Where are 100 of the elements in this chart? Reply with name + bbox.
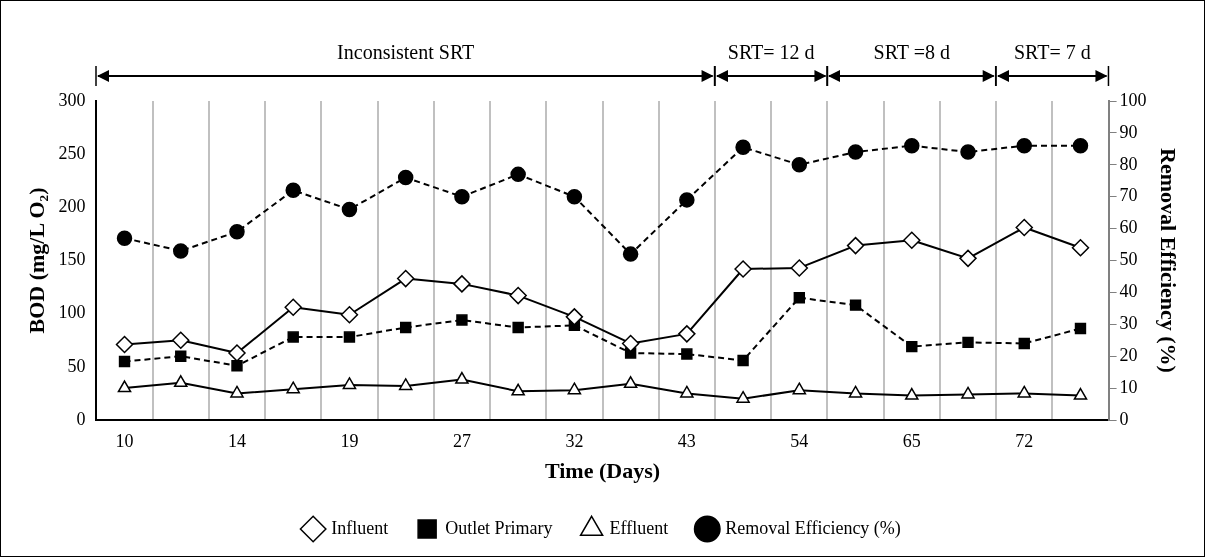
x-tick-label: 10 [115, 430, 134, 451]
point [736, 390, 750, 403]
point [228, 344, 246, 362]
point [622, 246, 639, 262]
point [678, 325, 696, 343]
point [512, 321, 524, 334]
point [230, 385, 244, 398]
text: Inconsistent SRT [337, 41, 475, 63]
y2-tick-label: 50 [1119, 249, 1138, 270]
point [286, 381, 301, 394]
text: SRT= 7 d [1013, 41, 1091, 63]
x-tick-label: 19 [340, 430, 359, 451]
point [792, 382, 807, 395]
point [846, 236, 865, 255]
point [115, 335, 134, 354]
point [679, 192, 695, 208]
point [397, 169, 414, 186]
legend-label: Removal Efficiency (%) [725, 517, 901, 539]
y2-tick-label: 10 [1119, 376, 1138, 397]
point [961, 386, 975, 399]
text: SRT= 12 d [727, 41, 815, 63]
y-tick-label: 100 [58, 302, 86, 323]
y-tick-label: 250 [58, 142, 86, 163]
point [175, 350, 187, 362]
x-tick-label: 14 [227, 430, 246, 451]
y2-axis-title: Removal Efficiency (%) [1156, 148, 1182, 373]
point [284, 298, 302, 317]
point [229, 224, 245, 240]
point [172, 331, 190, 349]
y2-tick-label: 90 [1119, 121, 1138, 142]
y2-tick-label: 30 [1119, 313, 1138, 334]
point [287, 331, 299, 343]
legend-label: Outlet Primary [445, 517, 553, 538]
point [398, 378, 413, 391]
point [343, 331, 356, 343]
y-axis-title: BOD (mg/L O₂) [23, 187, 49, 334]
point [680, 385, 694, 398]
y2-tick-label: 70 [1119, 185, 1138, 206]
y-tick-label: 200 [58, 196, 86, 217]
point [511, 383, 525, 396]
point [904, 137, 920, 154]
point [959, 249, 977, 268]
point [1071, 238, 1090, 257]
point [1016, 137, 1032, 154]
x-tick-label: 54 [790, 430, 809, 451]
point [906, 340, 918, 353]
point [1072, 137, 1089, 154]
x-tick-label: 72 [1015, 430, 1034, 451]
text: SRT =8 d [873, 41, 950, 63]
point [566, 188, 583, 205]
point [173, 243, 189, 259]
point [173, 375, 188, 388]
point [509, 286, 527, 305]
x-tick-label: 32 [565, 430, 584, 451]
point [681, 348, 693, 360]
point [341, 201, 358, 218]
y2-tick-label: 0 [1119, 408, 1129, 429]
point [848, 385, 863, 398]
point [567, 382, 582, 395]
point [1017, 385, 1032, 398]
y-tick-label: 0 [76, 408, 86, 429]
x-tick-label: 43 [677, 430, 696, 451]
y2-tick-label: 20 [1119, 344, 1138, 365]
point [962, 336, 974, 349]
point [790, 259, 809, 277]
point [1073, 387, 1088, 400]
point [960, 144, 976, 160]
y-tick-label: 150 [58, 249, 86, 270]
point [904, 387, 919, 400]
point [399, 321, 412, 334]
point [1015, 218, 1033, 237]
legend-label: Effluent [609, 517, 669, 538]
point [849, 299, 862, 311]
point [455, 371, 469, 384]
point [116, 230, 133, 246]
y2-tick-label: 60 [1119, 217, 1138, 238]
y-tick-label: 300 [58, 89, 86, 110]
point [791, 157, 808, 173]
point [454, 188, 470, 205]
point [340, 305, 359, 324]
point [847, 144, 864, 160]
point [565, 308, 584, 326]
y2-tick-label: 100 [1119, 89, 1147, 110]
point [117, 380, 132, 393]
y-tick-label: 50 [67, 355, 86, 376]
x-axis-title: Time (Days) [544, 458, 661, 484]
x-tick-label: 65 [902, 430, 921, 451]
point [793, 292, 806, 304]
y2-tick-label: 80 [1119, 153, 1138, 174]
point [453, 275, 471, 293]
y2-tick-label: 40 [1119, 281, 1138, 302]
point [456, 314, 468, 326]
point [510, 166, 526, 183]
point [1018, 337, 1030, 350]
point [396, 269, 415, 288]
point [1074, 322, 1087, 335]
point [118, 355, 131, 368]
point [621, 334, 640, 353]
point [623, 376, 638, 389]
point [734, 260, 752, 278]
